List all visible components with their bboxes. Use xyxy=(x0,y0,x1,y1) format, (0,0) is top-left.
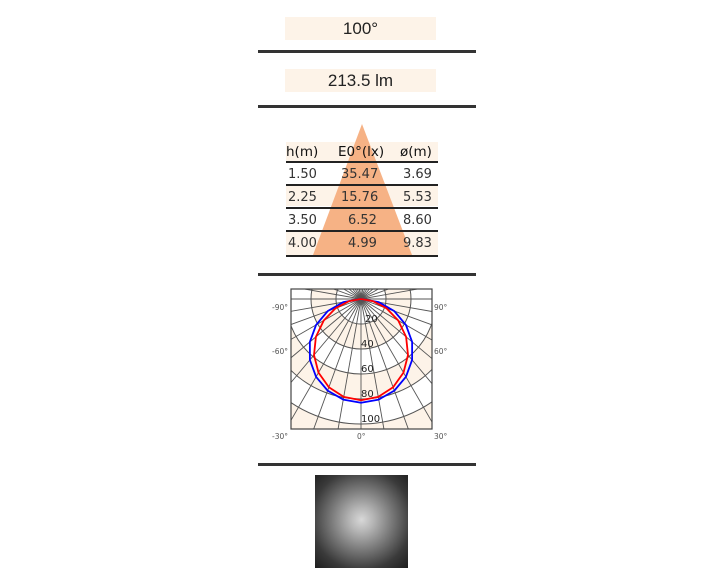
angle-label: 30° xyxy=(434,432,448,441)
cell: 1.50 xyxy=(288,167,317,182)
divider xyxy=(258,105,476,108)
header-illuminance: E0°(lx) xyxy=(338,144,385,160)
grid-spoke xyxy=(313,298,362,429)
chart-frame xyxy=(290,288,433,430)
angle-label: 0° xyxy=(357,432,366,441)
row-line xyxy=(286,161,438,163)
luminous-flux-value: 213.5 lm xyxy=(285,69,436,92)
divider xyxy=(258,463,476,466)
grid-spoke xyxy=(360,298,432,312)
grid-spoke xyxy=(291,298,362,359)
header-diameter: ø(m) xyxy=(400,144,432,160)
beam-spot-image xyxy=(315,475,408,568)
grid-spoke xyxy=(360,298,432,423)
row-line xyxy=(286,184,438,186)
intensity-curve-1 xyxy=(308,298,414,404)
cell: 2.25 xyxy=(288,190,317,205)
cell: 35.47 xyxy=(341,167,379,182)
grid-spoke xyxy=(291,298,362,422)
grid-spoke xyxy=(360,298,385,429)
grid-spoke xyxy=(360,298,432,385)
grid-spoke xyxy=(360,298,409,429)
radial-label-100: 100 xyxy=(361,414,380,425)
row-line xyxy=(286,207,438,209)
cell: 3.50 xyxy=(288,213,317,228)
header-height: h(m) xyxy=(286,144,319,160)
divider xyxy=(258,273,476,276)
angle-label: -60° xyxy=(272,347,288,356)
cell: 5.53 xyxy=(403,190,432,205)
intensity-curve-2 xyxy=(313,298,409,402)
radial-label-80: 80 xyxy=(361,389,374,400)
table-background xyxy=(286,124,438,257)
grid-spoke xyxy=(291,298,362,312)
grid-spoke xyxy=(360,298,432,326)
cell: 4.00 xyxy=(288,236,317,251)
cell: 3.69 xyxy=(403,167,432,182)
divider xyxy=(258,50,476,53)
cell: 6.52 xyxy=(348,213,377,228)
cell: 9.83 xyxy=(403,236,432,251)
grid-spoke xyxy=(291,298,362,325)
cell: 15.76 xyxy=(341,190,379,205)
cell: 8.60 xyxy=(403,213,432,228)
grid-spoke xyxy=(337,298,362,429)
grid-spoke xyxy=(291,298,362,384)
grid-spoke xyxy=(360,289,421,300)
beam-angle-value: 100° xyxy=(285,17,436,40)
angle-label: -30° xyxy=(272,432,288,441)
polar-grid xyxy=(291,289,432,429)
row-line xyxy=(286,255,438,257)
row-line xyxy=(286,230,438,232)
angle-label: 60° xyxy=(434,347,448,356)
radial-label-60: 60 xyxy=(361,364,374,375)
radial-label-20: 20 xyxy=(365,314,378,325)
intensity-curves xyxy=(308,298,414,404)
angle-label: -90° xyxy=(272,303,288,312)
angle-label: 90° xyxy=(434,303,448,312)
light-cone xyxy=(313,124,412,255)
grid-spoke xyxy=(360,298,432,360)
grid-spoke xyxy=(301,289,362,300)
illuminance-table: h(m) E0°(lx) ø(m) 1.50 35.47 3.69 2.25 1… xyxy=(258,120,478,265)
cell: 4.99 xyxy=(348,236,377,251)
radial-label-40: 40 xyxy=(361,339,374,350)
polar-light-distribution-chart: 20 40 60 80 100 -90° -60° -30° 0° 90° 60… xyxy=(272,288,448,441)
